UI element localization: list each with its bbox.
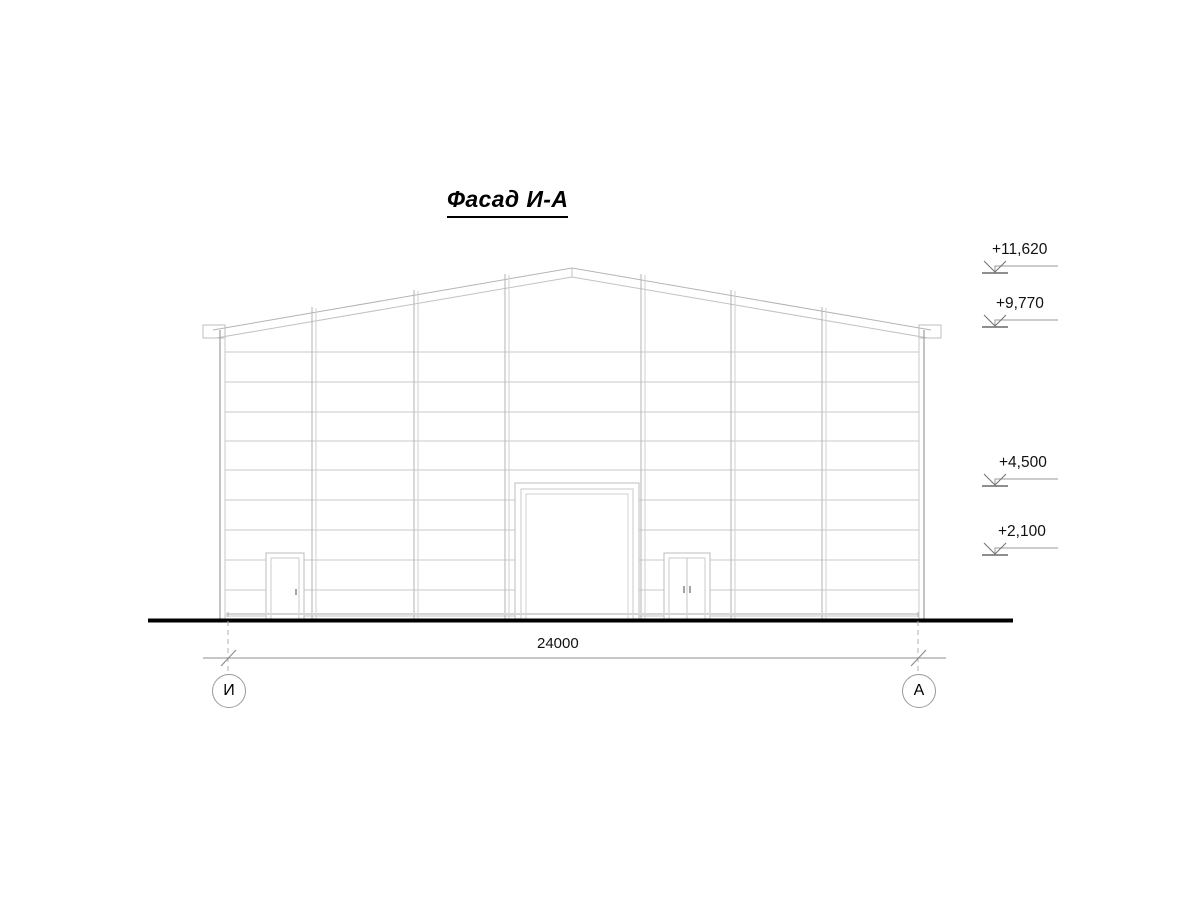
personnel-door-left[interactable]: [265, 552, 305, 620]
personnel-door-right[interactable]: [663, 552, 711, 620]
axis-bubble-left: И: [212, 674, 246, 708]
elevation-label-4500: +4,500: [999, 454, 1047, 471]
elevation-label-2100: +2,100: [998, 523, 1046, 540]
axis-bubble-right-label: А: [913, 682, 925, 699]
wall-mullions: [311, 274, 827, 620]
overhead-gate[interactable]: [514, 482, 640, 620]
drawing-title: Фасад И-А: [447, 186, 569, 218]
axis-bubble-left-label: И: [223, 682, 235, 699]
axis-extension-lines: [227, 612, 919, 672]
dimension-label-overall-width: 24000: [537, 635, 579, 652]
page-title: Фасад И-А: [447, 186, 569, 218]
dimension-line-24000: [203, 649, 946, 667]
elevation-label-9770: +9,770: [996, 295, 1044, 312]
elevation-leader-lines: [994, 265, 1058, 554]
building-outline: [202, 267, 942, 620]
axis-bubble-right: А: [902, 674, 936, 708]
elevation-label-11620: +11,620: [992, 241, 1048, 258]
